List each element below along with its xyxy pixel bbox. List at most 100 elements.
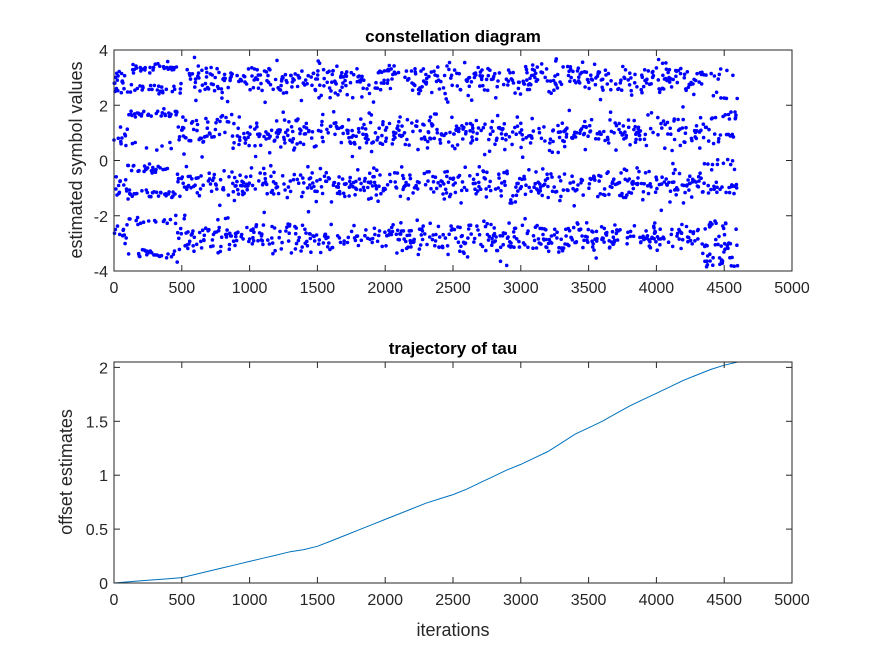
constellation-point (358, 80, 363, 84)
constellation-point (354, 134, 359, 139)
constellation-point (398, 232, 403, 236)
constellation-point (386, 68, 391, 73)
constellation-point (555, 86, 560, 90)
constellation-point (272, 170, 276, 175)
constellation-point (717, 234, 721, 239)
constellation-point (694, 124, 699, 128)
constellation-point (556, 123, 560, 128)
constellation-point (197, 193, 202, 198)
constellation-point (116, 183, 121, 188)
constellation-point (719, 244, 723, 248)
constellation-point (735, 263, 740, 268)
constellation-point (716, 139, 721, 144)
constellation-point (571, 69, 575, 74)
constellation-point (708, 252, 712, 256)
constellation-point (698, 171, 702, 175)
constellation-point (667, 180, 671, 185)
constellation-point (123, 133, 128, 138)
constellation-point (701, 122, 706, 126)
constellation-point (675, 234, 679, 238)
constellation-point (598, 97, 603, 102)
constellation-point (124, 189, 129, 193)
constellation-point (204, 116, 208, 121)
constellation-point (735, 96, 739, 101)
constellation-point (612, 177, 616, 181)
constellation-point (271, 192, 276, 196)
constellation-point (523, 243, 527, 247)
constellation-point (564, 132, 569, 136)
constellation-point (466, 236, 470, 240)
constellation-point (511, 70, 515, 75)
constellation-point (341, 131, 346, 136)
y-tick-label: 4 (99, 43, 108, 60)
constellation-point (261, 166, 266, 171)
constellation-point (158, 64, 162, 68)
constellation-point (309, 136, 314, 140)
constellation-point (699, 176, 703, 180)
constellation-point (583, 85, 587, 89)
constellation-point (584, 70, 589, 74)
constellation-point (169, 146, 173, 151)
constellation-point (453, 146, 457, 151)
constellation-point (539, 136, 544, 141)
constellation-point (191, 229, 195, 233)
constellation-point (686, 178, 690, 182)
constellation-point (327, 86, 332, 90)
constellation-point (548, 141, 552, 145)
constellation-point (657, 90, 662, 95)
constellation-point (395, 251, 399, 255)
constellation-point (387, 121, 392, 126)
constellation-point (227, 242, 232, 247)
constellation-point (119, 141, 123, 146)
constellation-point (680, 126, 685, 130)
constellation-point (669, 132, 673, 136)
constellation-point (628, 229, 633, 234)
constellation-point (246, 135, 250, 140)
constellation-point (282, 137, 287, 142)
constellation-point (359, 181, 363, 186)
constellation-point (559, 237, 563, 242)
constellation-point (226, 193, 231, 197)
constellation-point (360, 126, 365, 130)
constellation-point (502, 122, 507, 126)
constellation-point (618, 81, 623, 85)
constellation-point (577, 75, 581, 79)
constellation-point (471, 177, 476, 182)
constellation-point (301, 142, 306, 147)
constellation-point (513, 91, 517, 95)
constellation-point (175, 172, 180, 176)
constellation-point (434, 112, 439, 116)
constellation-point (220, 90, 224, 95)
constellation-point (523, 64, 528, 69)
constellation-point (643, 171, 648, 175)
constellation-point (215, 66, 219, 71)
constellation-point (337, 236, 342, 240)
constellation-point (275, 58, 279, 63)
constellation-point (445, 64, 449, 68)
constellation-point (430, 237, 435, 242)
constellation-point (580, 70, 584, 75)
constellation-point (702, 161, 707, 166)
constellation-point (530, 63, 535, 67)
constellation-point (149, 250, 154, 255)
constellation-point (538, 188, 543, 193)
constellation-point (329, 222, 334, 227)
constellation-point (428, 115, 433, 119)
constellation-point (605, 230, 609, 235)
constellation-point (579, 127, 584, 131)
constellation-point (190, 231, 194, 236)
constellation-point (655, 186, 659, 191)
constellation-point (395, 228, 400, 233)
x-tick-label: 2000 (367, 592, 403, 609)
constellation-point (715, 185, 719, 190)
constellation-point (444, 131, 448, 136)
constellation-point (342, 239, 347, 243)
constellation-point (429, 70, 434, 74)
constellation-point (231, 189, 236, 194)
constellation-point (347, 179, 352, 184)
constellation-point (711, 255, 715, 260)
constellation-point (726, 112, 731, 117)
constellation-point (418, 243, 423, 247)
constellation-point (688, 229, 693, 234)
constellation-point (174, 213, 178, 218)
